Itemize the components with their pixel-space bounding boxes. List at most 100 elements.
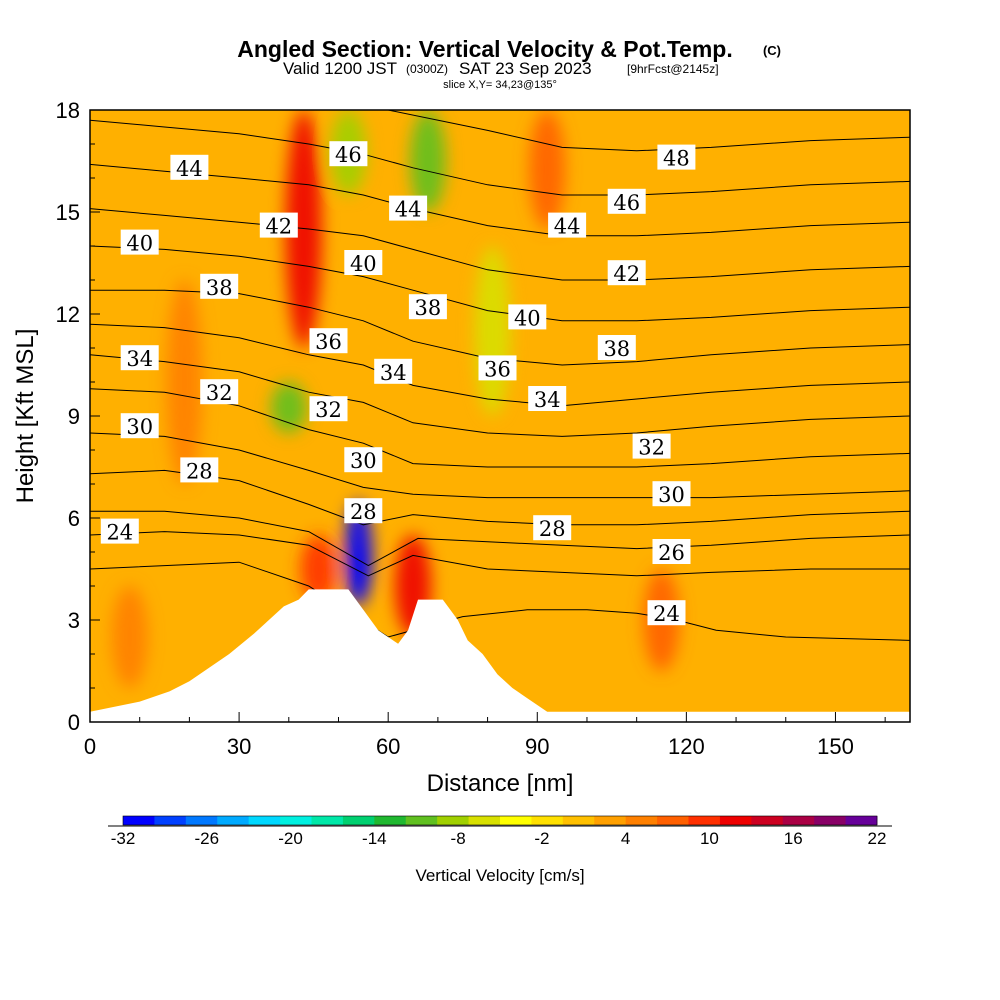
svg-text:Valid 1200 JST: Valid 1200 JST [283, 59, 397, 78]
isentrope-label-bg [652, 539, 691, 564]
isentrope-label-bg [120, 413, 159, 439]
isentrope-label-7: 36 [309, 328, 348, 354]
colorbar-swatch [405, 816, 438, 825]
isentrope-label-text: 38 [415, 296, 442, 320]
isentrope-label-bg [120, 345, 159, 371]
isentrope-label-bg [508, 304, 547, 330]
isentrope-label-text: 40 [350, 252, 377, 276]
isentrope-label-text: 34 [534, 388, 561, 412]
colorbar-tick-label: -14 [362, 829, 387, 848]
isentrope-label-12: 46 [329, 141, 368, 167]
y-axis-label: Height [Kft MSL] [12, 329, 39, 504]
isentrope-label-text: 32 [638, 436, 665, 460]
isentrope-label-13: 48 [657, 144, 696, 171]
velocity-feature-4 [529, 110, 566, 229]
colorbar-ticks: -32 -26 -20 -14 -8 -2 4 10 16 22 [111, 829, 887, 848]
colorbar-tick-label: 10 [700, 829, 719, 848]
isentrope-label-bg [657, 144, 696, 170]
svg-text:SAT 23 Sep 2023: SAT 23 Sep 2023 [459, 59, 592, 78]
colorbar-swatch [845, 816, 878, 825]
velocity-feature-3 [474, 246, 511, 416]
velocity-field [111, 110, 680, 688]
isentrope-label-29: 28 [344, 498, 383, 524]
isentrope-42-10 [90, 208, 910, 281]
isentrope-label-text: 40 [126, 232, 153, 256]
colorbar-tick-label: -2 [534, 829, 549, 848]
isentrope-label-text: 30 [350, 449, 377, 473]
isentrope-label-18: 40 [344, 250, 383, 276]
isentrope-lines [90, 110, 910, 641]
isentrope-label-text: 48 [663, 147, 690, 171]
isentrope-label-text: 34 [126, 347, 153, 371]
isentrope-44-11 [90, 163, 910, 237]
colorbar [108, 815, 892, 827]
isentrope-label-text: 32 [206, 381, 233, 405]
isentrope-label-bg [344, 250, 383, 275]
colorbar-swatch [814, 816, 846, 825]
colorbar-tick-label: -8 [451, 829, 466, 848]
isentrope-label-4: 30 [120, 413, 159, 439]
isentrope-label-text: 30 [658, 483, 685, 507]
x-tick-label: 90 [525, 734, 549, 759]
isentrope-label-17: 42 [607, 260, 646, 286]
isentrope-label-text: 24 [653, 602, 680, 626]
isentrope-label-bg [374, 358, 413, 384]
isentrope-label-20: 38 [408, 294, 447, 320]
colorbar-swatch [688, 816, 721, 825]
isentrope-label-text: 30 [126, 415, 153, 439]
isentrope-label-27: 30 [344, 447, 383, 473]
isentrope-46-12 [90, 119, 910, 196]
isentrope-label-text: 38 [603, 337, 630, 361]
slice-info: slice X,Y= 34,23@135° [443, 79, 557, 91]
isentrope-label-text: 40 [514, 306, 541, 330]
colorbar-swatch [562, 816, 595, 825]
isentrope-label-bg [632, 433, 671, 459]
isentrope-label-text: 46 [613, 191, 640, 215]
isentrope-label-bg [309, 396, 348, 422]
isentrope-label-16: 44 [548, 212, 587, 239]
isentrope-34-6 [90, 354, 910, 437]
isentrope-label-text: 34 [380, 361, 407, 385]
isentrope-40-9 [90, 245, 910, 322]
isentrope-label-text: 38 [206, 276, 233, 300]
colorbar-tick-label: -20 [278, 829, 303, 848]
x-tick-label: 60 [376, 734, 400, 759]
colorbar-tick-label: -32 [111, 829, 136, 848]
isentrope-24-1 [90, 531, 910, 577]
colorbar-swatch [342, 816, 375, 825]
velocity-feature-11 [270, 382, 307, 433]
isentrope-label-bg [344, 447, 383, 473]
x-tick-label: 150 [817, 734, 854, 759]
isentrope-label-bg [647, 600, 686, 626]
colorbar-swatch [185, 816, 218, 825]
colorbar-swatch [437, 816, 469, 825]
isentrope-label-bg [597, 335, 636, 360]
isentrope-label-bg [120, 229, 159, 255]
isentrope-label-24: 34 [528, 386, 567, 412]
isentrope-label-text: 44 [395, 198, 422, 222]
y-tick-label: 0 [68, 710, 80, 735]
x-axis-label: Distance [nm] [427, 770, 574, 797]
isentrope-label-text: 28 [539, 517, 566, 541]
isentrope-28-3 [90, 469, 910, 526]
isentrope-label-bg [607, 188, 646, 214]
isentrope-label-bg [389, 195, 428, 221]
isentrope-label-22: 36 [478, 355, 517, 381]
colorbar-swatch [311, 816, 344, 825]
colorbar-label: Vertical Velocity [cm/s] [415, 866, 584, 885]
isentrope-label-8: 38 [200, 273, 239, 300]
svg-text:(0300Z): (0300Z) [406, 62, 448, 76]
isentrope-label-text: 32 [315, 398, 342, 422]
isentrope-36-7 [90, 323, 910, 407]
y-tick-label: 3 [68, 608, 80, 633]
isentrope-labels: 24 24 26 28 30 32 34 36 38 40 42 44 46 48 46 44 44 42 40 40… [100, 141, 696, 626]
isentrope-label-26: 32 [632, 433, 671, 460]
y-axis-ticks: 0 3 6 9 12 15 18 [56, 98, 100, 735]
colorbar-tick-label: 4 [621, 829, 630, 848]
isentrope-label-30: 28 [533, 515, 572, 541]
isentrope-48-13 [388, 110, 910, 152]
terrain [90, 589, 910, 722]
colorbar-swatch [625, 816, 658, 825]
isentrope-30-4 [90, 432, 910, 499]
isentrope-label-bg [528, 386, 567, 411]
